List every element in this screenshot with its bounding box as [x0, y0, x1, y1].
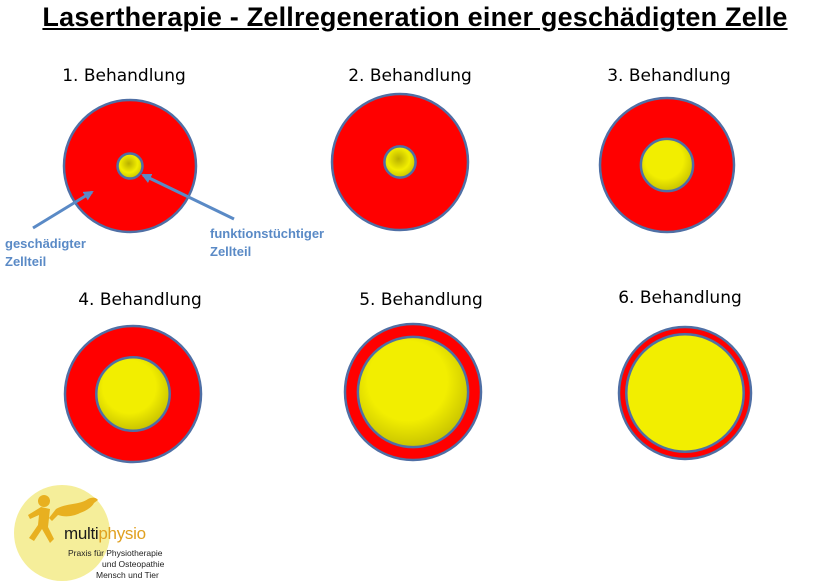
dog-icon [49, 497, 98, 521]
step-label-4: 4. Behandlung [78, 290, 202, 310]
slide-title: Lasertherapie - Zellregeneration einer g… [42, 2, 788, 32]
step-label-2: 2. Behandlung [348, 66, 472, 86]
arrow-healthy [141, 173, 235, 221]
step-label-3: 3. Behandlung [607, 66, 731, 86]
annotation-damaged: geschädigter Zellteil [5, 236, 86, 269]
logo-brand: multiphysio [64, 524, 146, 543]
logo-tagline-1: Praxis für Physiotherapie [68, 548, 163, 558]
annotation-healthy: funktionstüchtiger Zellteil [210, 226, 325, 259]
arrow-damaged [32, 190, 94, 230]
healthy-zone [639, 137, 695, 193]
logo-graphic [14, 485, 110, 581]
healthy-zone [383, 145, 417, 179]
step-label-6: 6. Behandlung [618, 288, 742, 308]
healthy-zone [356, 335, 470, 449]
healthy-zone [625, 333, 745, 453]
logo-tagline-2: und Osteopathie [102, 559, 165, 569]
healthy-zone [116, 152, 144, 180]
runner-icon [28, 495, 54, 543]
logo-tagline-3: Mensch und Tier [96, 570, 159, 580]
multiphysio-logo: multiphysio Praxis für Physiotherapie un… [14, 483, 204, 583]
healthy-zone [95, 356, 171, 432]
step-label-1: 1. Behandlung [62, 66, 186, 86]
step-label-5: 5. Behandlung [359, 290, 483, 310]
